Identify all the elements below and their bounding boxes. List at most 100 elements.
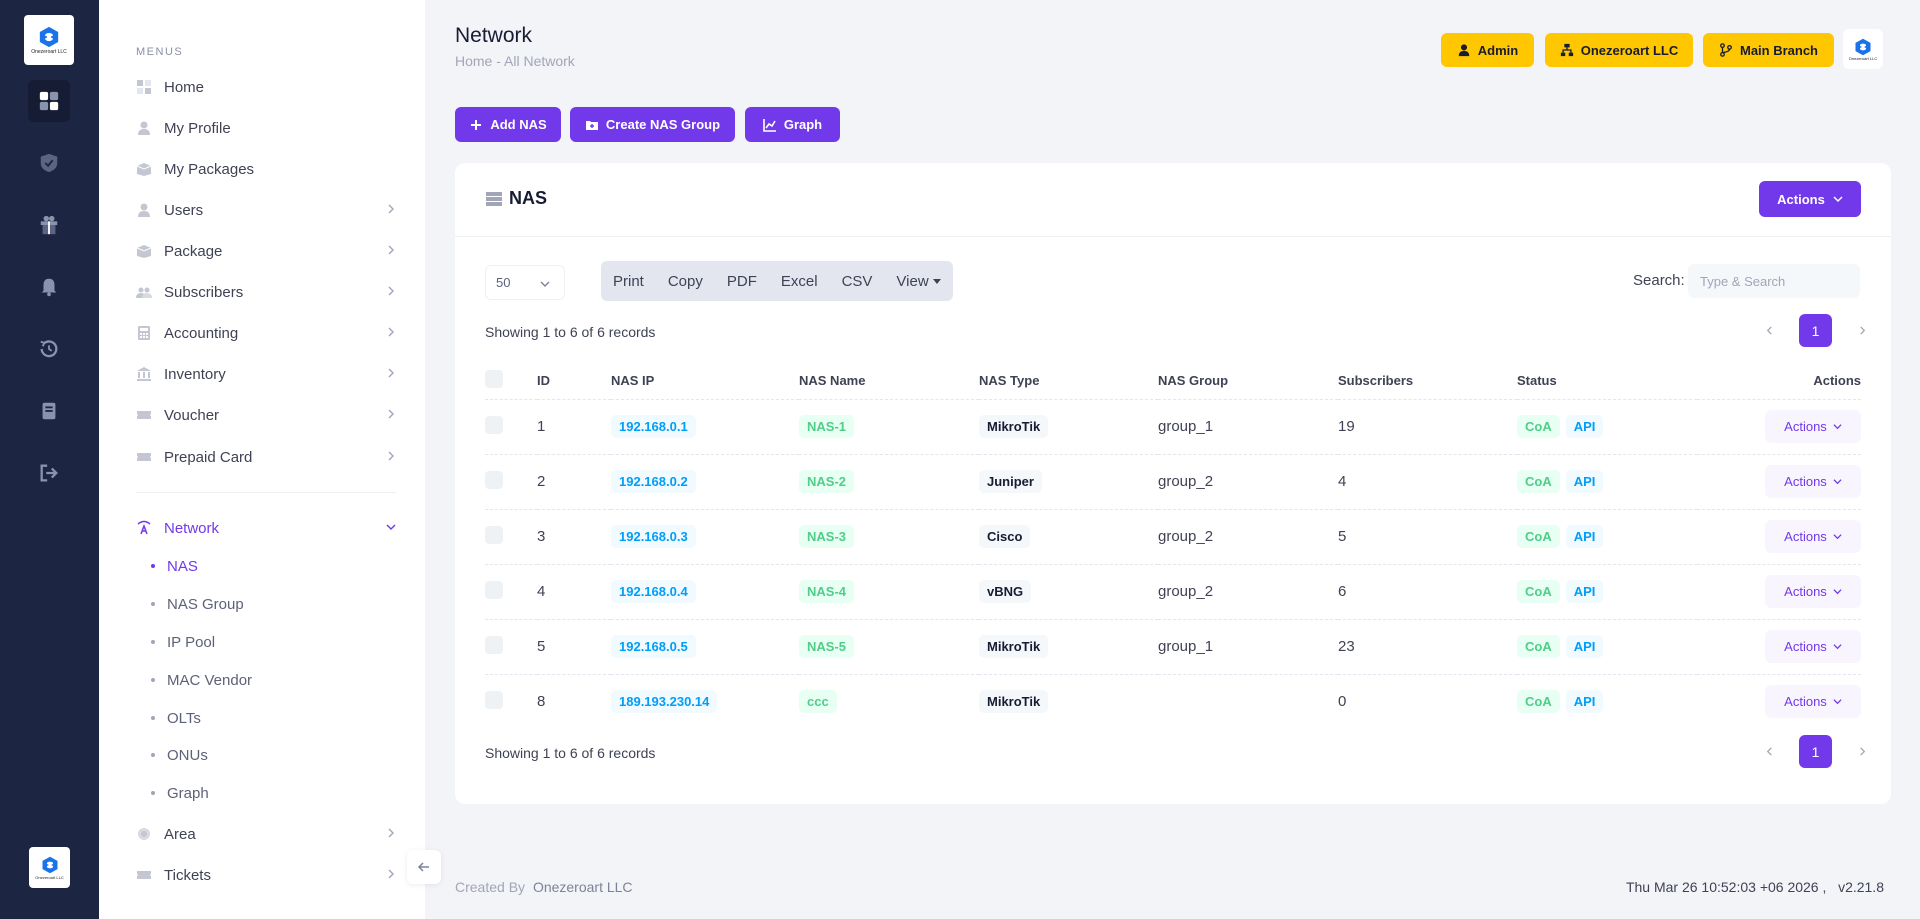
avatar[interactable]: Onezeroart LLC — [1843, 29, 1883, 69]
row-checkbox[interactable] — [485, 470, 503, 489]
sidebar-item-label: Network — [164, 519, 220, 537]
nas-ip-link[interactable]: 192.168.0.3 — [611, 525, 696, 548]
row-actions-button[interactable]: Actions — [1765, 685, 1861, 719]
row-actions-button[interactable]: Actions — [1765, 465, 1861, 498]
chevron-left-icon — [1766, 747, 1772, 756]
sidebar-item-package[interactable]: Package — [136, 238, 396, 264]
sidebar-sub-ip-pool[interactable]: IP Pool — [151, 631, 215, 653]
sidebar-sub-nas-group[interactable]: NAS Group — [151, 593, 244, 615]
sidebar-item-network[interactable]: Network — [136, 515, 396, 541]
rail-notifications-button[interactable] — [28, 266, 70, 308]
column-header[interactable]: ID — [537, 363, 611, 400]
company-button[interactable]: Onezeroart LLC — [1545, 33, 1693, 67]
pdf-button[interactable]: PDF — [726, 272, 757, 290]
logo-mark-icon — [42, 856, 57, 873]
next-page-button[interactable] — [1852, 321, 1872, 341]
sidebar-item-my-profile[interactable]: My Profile — [136, 115, 396, 141]
footer-company-link[interactable]: Onezeroart LLC — [532, 879, 633, 895]
cell-id: 1 — [537, 399, 611, 455]
chevron-down-icon — [1833, 644, 1842, 650]
folder-plus-icon — [585, 120, 598, 130]
row-actions-button[interactable]: Actions — [1765, 410, 1861, 443]
sidebar-collapse-button[interactable] — [407, 850, 441, 884]
sidebar-item-inventory[interactable]: Inventory — [136, 361, 396, 387]
graph-button[interactable]: Graph — [745, 107, 840, 142]
cell-subscribers: 23 — [1338, 619, 1517, 675]
create-nas-group-button[interactable]: Create NAS Group — [570, 107, 735, 142]
brand-logo-bottom[interactable]: Onezeroart LLC — [29, 847, 70, 888]
nas-ip-link[interactable]: 192.168.0.5 — [611, 635, 696, 658]
nas-ip-link[interactable]: 192.168.0.4 — [611, 580, 696, 603]
column-header[interactable]: NAS Type — [979, 363, 1158, 400]
sidebar-sub-onus[interactable]: ONUs — [151, 744, 208, 766]
sidebar-sub-label: ONUs — [167, 746, 208, 764]
row-actions-label: Actions — [1784, 639, 1827, 654]
chevron-right-icon — [388, 409, 394, 419]
row-checkbox[interactable] — [485, 690, 503, 709]
row-checkbox[interactable] — [485, 415, 503, 434]
nas-ip-link[interactable]: 192.168.0.2 — [611, 470, 696, 493]
row-actions-button[interactable]: Actions — [1765, 630, 1861, 663]
logo-text: Onezeroart LLC — [35, 874, 64, 880]
cell-subscribers: 4 — [1338, 454, 1517, 510]
column-header[interactable]: Status — [1517, 363, 1697, 400]
row-checkbox[interactable] — [485, 635, 503, 654]
rail-logout-button[interactable] — [28, 452, 70, 494]
rail-dashboard-button[interactable] — [28, 80, 70, 122]
sidebar-sub-mac-vendor[interactable]: MAC Vendor — [151, 669, 252, 691]
prev-page-button[interactable] — [1759, 742, 1779, 762]
coa-badge: CoA — [1517, 525, 1560, 548]
prev-page-button[interactable] — [1759, 321, 1779, 341]
card-actions-button[interactable]: Actions — [1759, 181, 1861, 217]
sidebar-sub-graph[interactable]: Graph — [151, 782, 209, 804]
column-header[interactable]: NAS Group — [1158, 363, 1338, 400]
sidebar-item-voucher[interactable]: Voucher — [136, 402, 396, 428]
chevron-down-icon — [1833, 196, 1843, 203]
select-all-checkbox[interactable] — [485, 370, 503, 389]
sidebar-item-my-packages[interactable]: My Packages — [136, 156, 396, 182]
users-icon — [136, 284, 152, 300]
sidebar-item-users[interactable]: Users — [136, 197, 396, 223]
row-actions-button[interactable]: Actions — [1765, 575, 1861, 608]
nas-ip-link[interactable]: 189.193.230.14 — [611, 690, 718, 714]
brand-logo[interactable]: Onezeroart LLC — [24, 15, 74, 65]
row-checkbox[interactable] — [485, 580, 503, 599]
user-icon — [1458, 44, 1470, 57]
page-length-select[interactable]: 50 — [485, 265, 565, 300]
row-checkbox[interactable] — [485, 525, 503, 544]
add-nas-button[interactable]: Add NAS — [455, 107, 561, 142]
excel-button[interactable]: Excel — [780, 272, 818, 290]
print-button[interactable]: Print — [613, 272, 644, 290]
rail-gift-button[interactable] — [28, 204, 70, 246]
pagination-top: 1 — [1759, 314, 1872, 347]
cell-id: 4 — [537, 564, 611, 620]
breadcrumb[interactable]: Home - All Network — [455, 53, 575, 69]
branch-button[interactable]: Main Branch — [1703, 33, 1834, 67]
column-header[interactable]: Subscribers — [1338, 363, 1517, 400]
sidebar-sub-olts[interactable]: OLTs — [151, 707, 201, 729]
row-actions-button[interactable]: Actions — [1765, 520, 1861, 553]
sidebar-item-tickets[interactable]: Tickets — [136, 862, 396, 888]
page-number-button[interactable]: 1 — [1799, 735, 1832, 768]
sidebar-item-accounting[interactable]: Accounting — [136, 320, 396, 346]
nas-ip-link[interactable]: 192.168.0.1 — [611, 415, 696, 438]
copy-button[interactable]: Copy — [667, 272, 703, 290]
view-dropdown-button[interactable]: View — [884, 261, 952, 301]
column-header[interactable]: NAS Name — [799, 363, 979, 400]
rail-docs-button[interactable] — [28, 390, 70, 432]
search-input[interactable] — [1688, 264, 1860, 298]
graph-label: Graph — [783, 117, 823, 132]
csv-button[interactable]: CSV — [841, 272, 873, 290]
sidebar-item-subscribers[interactable]: Subscribers — [136, 279, 396, 305]
admin-button[interactable]: Admin — [1441, 33, 1534, 67]
column-header[interactable]: NAS IP — [611, 363, 799, 400]
next-page-button[interactable] — [1852, 742, 1872, 762]
rail-security-button[interactable] — [28, 142, 70, 184]
page-number-button[interactable]: 1 — [1799, 314, 1832, 347]
sidebar-sub-nas[interactable]: NAS — [151, 555, 198, 577]
rail-history-button[interactable] — [28, 328, 70, 370]
sidebar-item-prepaid-card[interactable]: Prepaid Card — [136, 444, 396, 470]
sidebar-item-area[interactable]: Area — [136, 821, 396, 847]
org-chart-icon — [1560, 43, 1573, 57]
sidebar-item-home[interactable]: Home — [136, 74, 396, 100]
